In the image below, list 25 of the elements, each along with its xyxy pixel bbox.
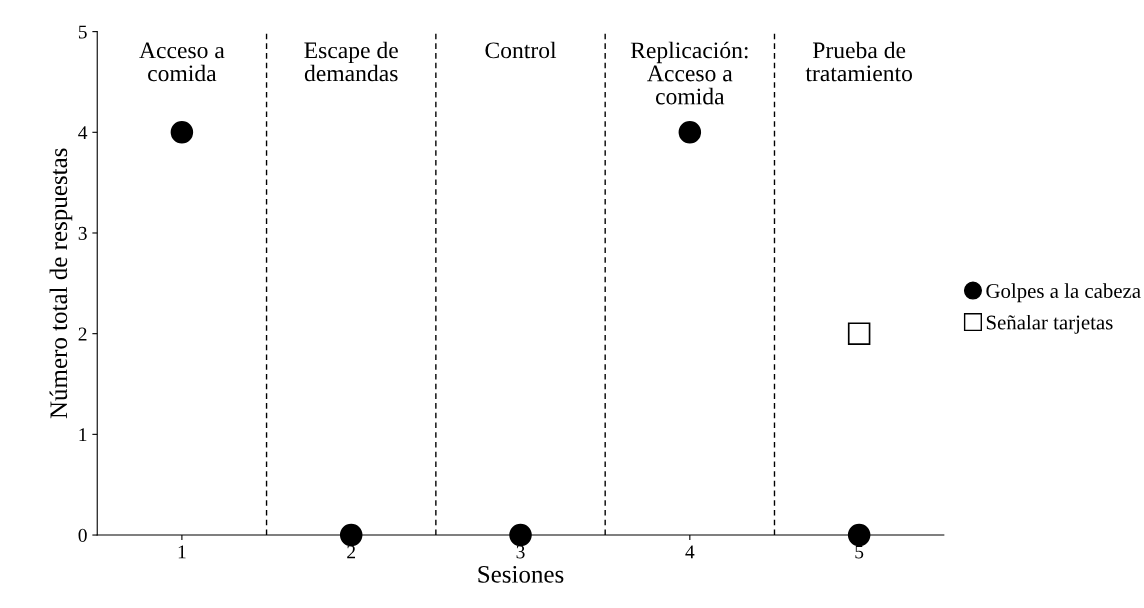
y-axis-title: Número total de respuestas	[49, 148, 73, 419]
x-tick-label: 3	[516, 545, 525, 559]
x-axis-title: Sesiones	[478, 565, 564, 583]
point	[339, 523, 363, 547]
annotation: Escape de demandas	[304, 41, 398, 82]
legend-label: Señalar tarjetas	[986, 314, 1113, 334]
y-tick-label: 5	[78, 25, 87, 39]
y-tick-label: 2	[78, 327, 87, 341]
x-tick-label: 4	[685, 545, 695, 559]
point	[509, 523, 532, 547]
x-tick-label: 1	[178, 545, 186, 559]
x-tick-label: 2	[347, 545, 355, 559]
annotation: Control	[485, 41, 557, 59]
y-tick-label: 1	[79, 428, 87, 442]
legend-label: Golpes a la cabeza	[986, 283, 1141, 303]
point	[170, 121, 194, 144]
annotation: Replicación: Acceso a comida	[630, 41, 748, 105]
point	[847, 322, 871, 345]
point	[678, 121, 702, 144]
y-tick-label: 3	[78, 226, 87, 240]
y-tick-label: 0	[78, 528, 87, 542]
point	[847, 523, 871, 547]
annotation: Acceso a comida	[139, 42, 225, 82]
annotation: Prueba de tratamiento	[805, 41, 912, 82]
y-tick-label: 4	[78, 126, 88, 140]
